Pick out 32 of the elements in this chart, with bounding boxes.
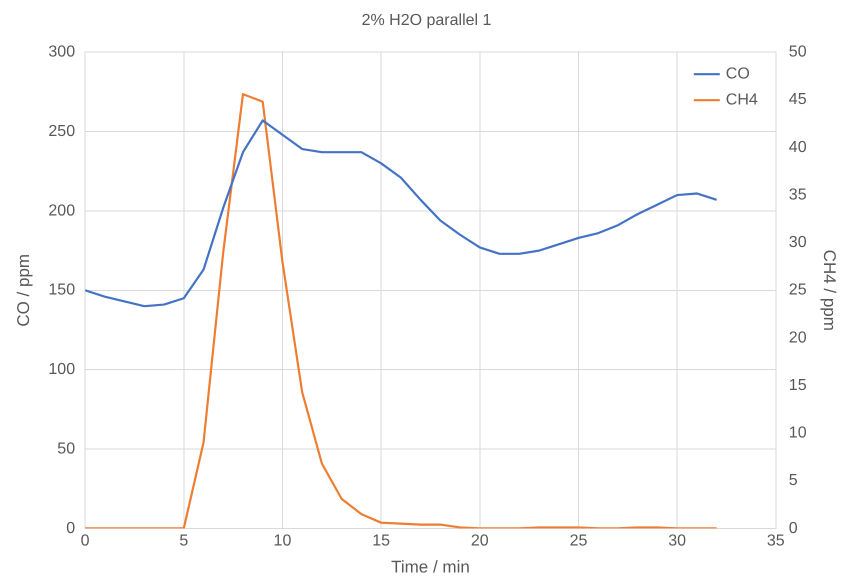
y2-tick-label: 25	[788, 282, 807, 299]
y2-axis-title: CH4 / ppm	[820, 250, 840, 331]
x-tick-label: 35	[766, 532, 785, 550]
y2-tick-label: 5	[788, 472, 798, 490]
x-tick-label: 15	[372, 532, 390, 550]
y-tick-label: 150	[48, 282, 76, 299]
x-tick-label: 5	[179, 532, 188, 550]
y2-tick-label: 45	[788, 91, 807, 108]
y2-tick-label: 30	[788, 234, 807, 252]
legend-label: CH4	[726, 92, 758, 109]
y-tick-label: 200	[48, 202, 76, 220]
y2-tick-label: 0	[788, 520, 798, 537]
y2-tick-label: 40	[788, 138, 807, 156]
x-tick-label: 30	[668, 532, 686, 550]
chart-title: 2% H2O parallel 1	[362, 12, 492, 30]
y-tick-label: 100	[48, 361, 76, 378]
y-tick-label: 250	[48, 122, 76, 140]
y2-tick-label: 10	[788, 424, 807, 442]
y2-tick-label: 15	[788, 376, 807, 394]
y2-tick-label: 20	[788, 329, 807, 346]
y-tick-label: 300	[48, 44, 76, 61]
y-tick-label: 50	[57, 440, 76, 458]
y2-tick-label: 50	[788, 44, 807, 61]
x-tick-label: 25	[570, 532, 588, 550]
y2-tick-label: 35	[788, 186, 807, 204]
x-tick-label: 0	[80, 532, 90, 550]
legend-label: CO	[726, 66, 750, 83]
x-axis-title: Time / min	[391, 557, 470, 576]
x-tick-label: 10	[274, 532, 292, 550]
x-tick-label: 20	[470, 532, 489, 550]
y-tick-label: 0	[66, 520, 76, 537]
y-axis-title: CO / ppm	[14, 254, 33, 327]
